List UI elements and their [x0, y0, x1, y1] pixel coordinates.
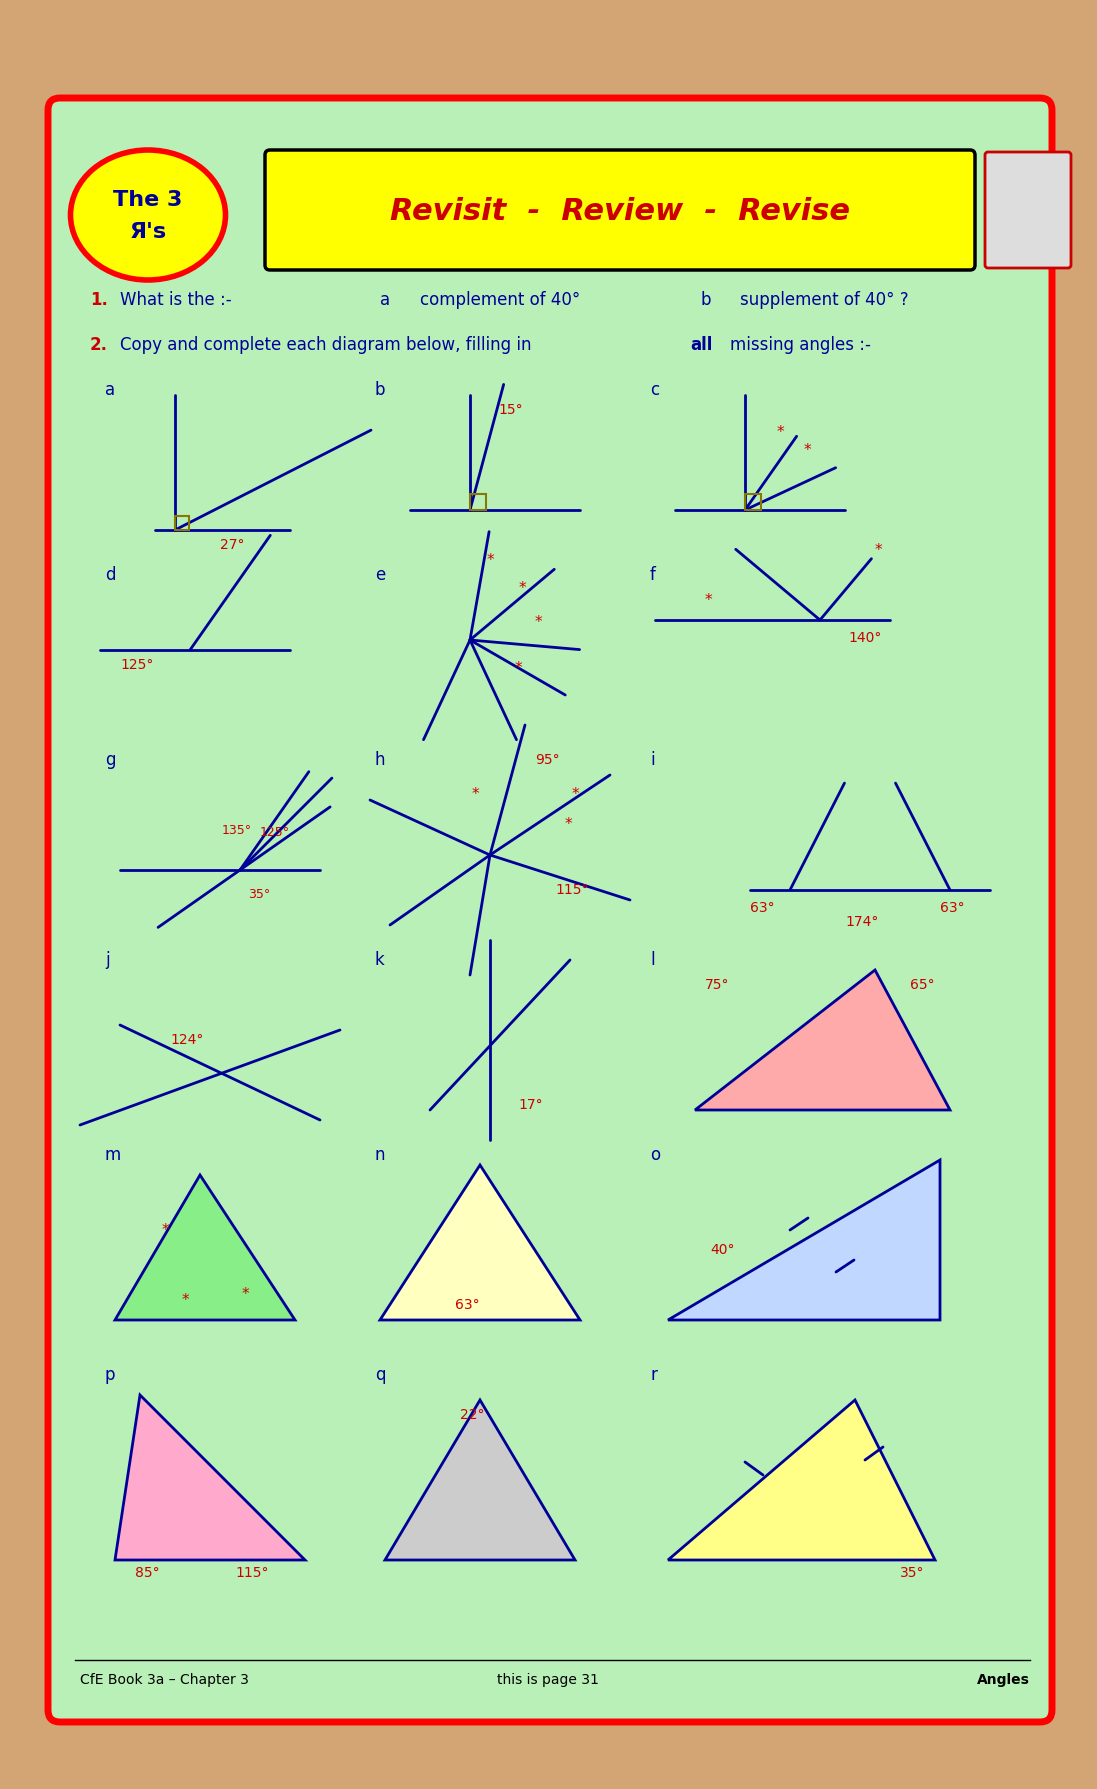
Ellipse shape [70, 150, 226, 281]
Text: 125°: 125° [260, 825, 290, 839]
Text: this is page 31: this is page 31 [497, 1673, 599, 1687]
Text: missing angles :-: missing angles :- [730, 336, 871, 354]
FancyBboxPatch shape [985, 152, 1071, 268]
Text: CfE Book 3a – Chapter 3: CfE Book 3a – Chapter 3 [80, 1673, 249, 1687]
Text: Я's: Я's [129, 222, 167, 242]
Text: a: a [105, 381, 115, 399]
Polygon shape [695, 970, 950, 1109]
Text: complement of 40°: complement of 40° [420, 292, 580, 309]
Text: p: p [105, 1367, 115, 1385]
Text: o: o [651, 1147, 660, 1165]
Text: 125°: 125° [120, 658, 154, 673]
Polygon shape [668, 1159, 940, 1320]
Text: 2.: 2. [90, 336, 108, 354]
Text: *: * [161, 1222, 169, 1238]
Text: r: r [651, 1367, 657, 1385]
Text: 115°: 115° [555, 884, 588, 896]
Text: supplement of 40° ?: supplement of 40° ? [740, 292, 908, 309]
Text: 95°: 95° [535, 753, 559, 767]
Text: 63°: 63° [940, 902, 964, 914]
Text: 35°: 35° [900, 1565, 925, 1580]
Text: Angles: Angles [977, 1673, 1030, 1687]
Text: *: * [486, 553, 494, 567]
Text: *: * [181, 1292, 189, 1308]
Polygon shape [115, 1395, 305, 1560]
Text: *: * [572, 787, 579, 803]
Text: *: * [705, 592, 713, 608]
Text: 124°: 124° [170, 1032, 203, 1047]
Text: *: * [534, 614, 542, 630]
Text: *: * [564, 818, 572, 832]
Text: 65°: 65° [911, 979, 935, 991]
Text: 75°: 75° [705, 979, 730, 991]
Text: *: * [777, 424, 784, 440]
Polygon shape [380, 1165, 580, 1320]
Text: 1.: 1. [90, 292, 108, 309]
Text: *: * [472, 787, 478, 803]
Text: all: all [690, 336, 712, 354]
Text: 27°: 27° [220, 538, 245, 553]
Polygon shape [668, 1401, 935, 1560]
Text: a: a [380, 292, 391, 309]
Text: *: * [241, 1288, 249, 1302]
Text: g: g [105, 751, 115, 769]
Text: q: q [375, 1367, 385, 1385]
Text: d: d [105, 565, 115, 583]
Text: n: n [375, 1147, 385, 1165]
Text: 40°: 40° [710, 1243, 735, 1258]
Text: j: j [105, 952, 110, 970]
Text: *: * [803, 442, 811, 458]
Text: 15°: 15° [498, 403, 522, 417]
Text: Copy and complete each diagram below, filling in: Copy and complete each diagram below, fi… [120, 336, 532, 354]
Text: *: * [518, 580, 525, 596]
Text: k: k [375, 952, 385, 970]
Text: 63°: 63° [454, 1299, 479, 1311]
Text: m: m [105, 1147, 122, 1165]
Text: *: * [514, 660, 522, 676]
Text: 85°: 85° [135, 1565, 160, 1580]
Text: 63°: 63° [750, 902, 774, 914]
Text: c: c [651, 381, 659, 399]
Text: l: l [651, 952, 655, 970]
Text: The 3: The 3 [113, 190, 183, 209]
Text: b: b [700, 292, 711, 309]
Text: b: b [375, 381, 385, 399]
Text: 135°: 135° [222, 823, 252, 837]
Text: f: f [651, 565, 656, 583]
Text: 22°: 22° [460, 1408, 484, 1422]
Text: h: h [375, 751, 385, 769]
Text: i: i [651, 751, 655, 769]
Text: What is the :-: What is the :- [120, 292, 231, 309]
Polygon shape [115, 1175, 295, 1320]
Text: *: * [875, 542, 883, 558]
Text: e: e [375, 565, 385, 583]
Text: 17°: 17° [518, 1098, 543, 1113]
Polygon shape [385, 1401, 575, 1560]
FancyBboxPatch shape [265, 150, 975, 270]
Text: 35°: 35° [248, 889, 270, 902]
Text: Revisit  -  Review  -  Revise: Revisit - Review - Revise [391, 197, 850, 227]
FancyBboxPatch shape [48, 98, 1052, 1723]
Text: 140°: 140° [848, 632, 881, 646]
Text: 174°: 174° [845, 914, 879, 928]
Text: 115°: 115° [235, 1565, 269, 1580]
